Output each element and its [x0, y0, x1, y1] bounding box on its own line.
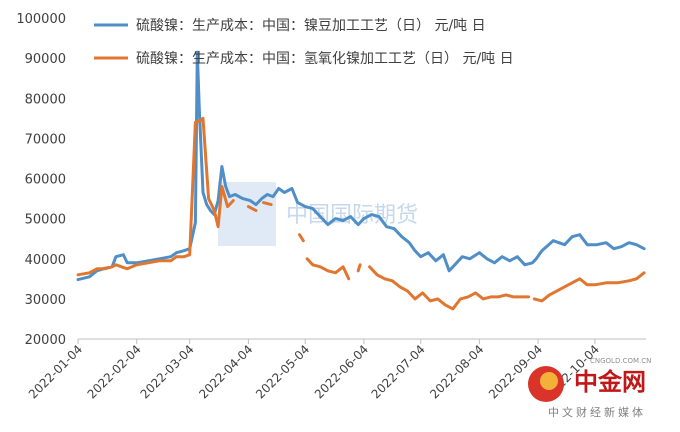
logo-circle-inner: [540, 372, 558, 390]
legend-label: 硫酸镍：生产成本：中国：氢氧化镍加工工艺（日） 元/吨 日: [136, 51, 514, 67]
x-tick-label: 2022-06-04: [312, 342, 371, 401]
y-tick-label: 30000: [25, 293, 66, 308]
y-tick-label: 100000: [16, 12, 66, 27]
x-tick-label: 2022-08-04: [427, 342, 486, 401]
series-line-2: [532, 271, 646, 303]
series-line-2: [262, 201, 273, 207]
x-tick-label: 2022-01-04: [26, 342, 85, 401]
series-line-1: [76, 50, 646, 282]
y-tick-label: 70000: [25, 132, 66, 147]
x-tick-label: 2022-02-04: [85, 342, 144, 401]
series-line-2: [356, 263, 362, 273]
x-tick-label: 2022-05-04: [253, 342, 312, 401]
x-tick-label: 2022-04-04: [196, 342, 255, 401]
y-tick-label: 80000: [25, 92, 66, 107]
y-tick-label: 40000: [25, 253, 66, 268]
logo-url-text: CNGOLD.COM.CN: [590, 357, 651, 365]
y-tick-label: 60000: [25, 173, 66, 188]
logo-sub-text: 中文财经新媒体: [548, 405, 646, 419]
series-line-2: [76, 116, 235, 277]
series-line-2: [246, 205, 258, 213]
series-line-2: [298, 233, 305, 243]
legend: 硫酸镍：生产成本：中国：镍豆加工工艺（日） 元/吨 日硫酸镍：生产成本：中国：氢…: [94, 18, 514, 67]
logo-main-text: 中金网: [574, 367, 646, 396]
y-tick-label: 90000: [25, 52, 66, 67]
series-layer: [76, 50, 646, 311]
series-line-2: [305, 257, 351, 281]
legend-label: 硫酸镍：生产成本：中国：镍豆加工工艺（日） 元/吨 日: [136, 18, 486, 34]
cngold-logo: 中金网 CNGOLD.COM.CN 中文财经新媒体: [528, 357, 651, 419]
y-tick-label: 20000: [25, 333, 66, 348]
x-tick-label: 2022-03-04: [138, 342, 197, 401]
y-tick-label: 50000: [25, 213, 66, 228]
series-line-2: [368, 265, 531, 311]
x-tick-label: 2022-07-04: [369, 342, 428, 401]
